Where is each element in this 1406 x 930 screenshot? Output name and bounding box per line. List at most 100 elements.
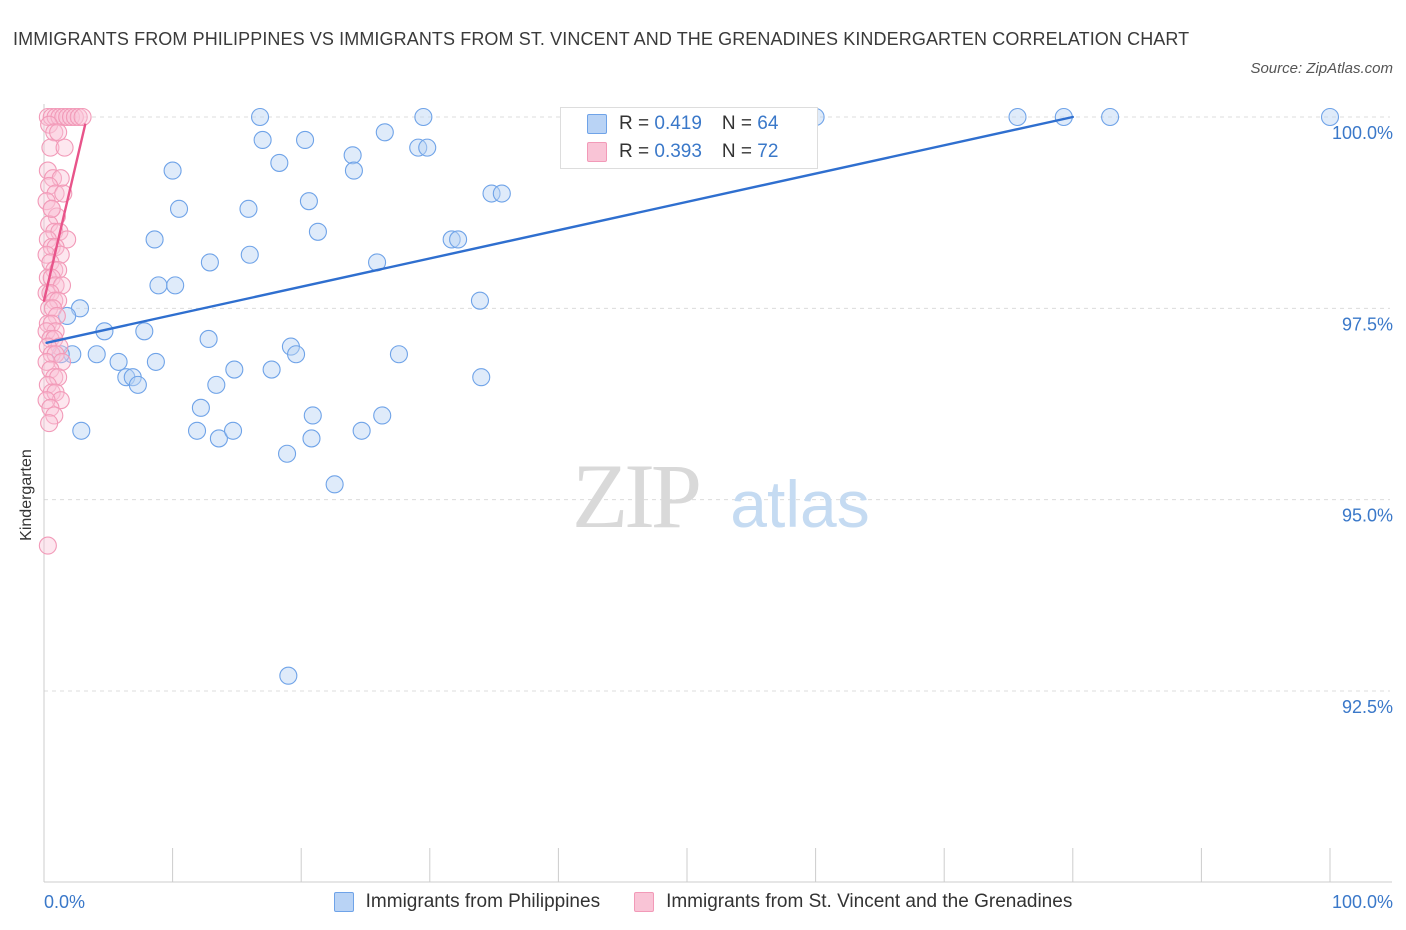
tick-labels: 92.5% 95.0% 97.5% 100.0% 0.0% 100.0%	[44, 123, 1393, 912]
y-tick-label: 97.5%	[1342, 314, 1393, 334]
point-st-vincent	[42, 199, 61, 218]
legend-n-value: 72	[757, 141, 779, 162]
y-tick-label: 100.0%	[1332, 123, 1393, 143]
legend-swatch-st-vincent	[634, 892, 655, 912]
legend-r-value: 0.393	[654, 141, 702, 162]
point-philippines	[299, 192, 318, 211]
point-philippines	[191, 398, 210, 417]
point-philippines	[1320, 107, 1340, 127]
point-philippines	[302, 429, 321, 448]
point-philippines	[240, 245, 259, 264]
point-st-vincent	[49, 123, 68, 142]
point-philippines	[1008, 107, 1027, 127]
point-philippines	[325, 475, 344, 494]
point-st-vincent	[51, 391, 70, 410]
point-philippines	[87, 345, 106, 364]
trend-line-st-vincent	[42, 123, 87, 302]
point-philippines	[163, 161, 182, 180]
point-st-vincent	[49, 368, 68, 387]
point-philippines	[135, 322, 154, 341]
legend-item-st-vincent: Immigrants from St. Vincent and the Gren…	[634, 891, 1072, 913]
legend-row-philippines: R = 0.419 N = 64	[587, 111, 778, 137]
point-st-vincent	[69, 107, 88, 127]
point-philippines	[472, 368, 491, 387]
legend-swatch-philippines	[587, 114, 607, 134]
point-philippines	[145, 230, 164, 249]
point-philippines	[207, 375, 226, 394]
chart-source: Source: ZipAtlas.com	[1250, 60, 1393, 77]
point-philippines	[250, 107, 270, 127]
point-philippines	[169, 199, 189, 218]
watermark-atlas: atlas	[730, 467, 869, 541]
point-philippines	[223, 421, 243, 440]
point-philippines	[200, 253, 219, 272]
legend-label-philippines: Immigrants from Philippines	[365, 891, 601, 912]
point-philippines	[470, 291, 490, 310]
point-philippines	[492, 184, 511, 203]
point-philippines	[279, 666, 298, 685]
point-st-vincent	[49, 261, 68, 280]
point-philippines	[296, 130, 315, 150]
point-philippines	[253, 130, 272, 150]
trend-lines	[42, 115, 1075, 344]
point-philippines	[482, 184, 501, 203]
legend-swatch-philippines	[333, 892, 354, 912]
legend-r-label: R =	[619, 141, 655, 162]
data-points	[37, 107, 1340, 685]
point-philippines	[389, 345, 408, 364]
legend-swatch-st-vincent	[587, 142, 607, 162]
point-philippines	[352, 421, 371, 440]
x-tick-label: 100.0%	[1332, 892, 1393, 912]
point-st-vincent	[41, 138, 60, 157]
series-legend: Immigrants from Philippines Immigrants f…	[0, 889, 1406, 915]
point-philippines	[187, 421, 207, 440]
axes	[43, 104, 1392, 883]
point-philippines	[343, 146, 362, 165]
legend-r-label: R =	[619, 113, 655, 134]
point-philippines	[149, 276, 168, 295]
legend-n-value: 64	[757, 113, 779, 134]
point-philippines	[344, 161, 363, 180]
point-philippines	[262, 360, 281, 379]
point-st-vincent	[40, 176, 59, 195]
point-philippines	[239, 199, 258, 218]
legend-item-philippines: Immigrants from Philippines	[333, 891, 601, 913]
point-philippines	[270, 153, 289, 172]
point-philippines	[287, 345, 306, 364]
y-tick-label: 92.5%	[1342, 697, 1393, 717]
watermark-zip: ZIP	[572, 445, 699, 547]
watermark: ZIP atlas	[572, 445, 870, 547]
point-philippines	[449, 230, 468, 249]
point-st-vincent	[40, 299, 59, 318]
correlation-legend: R = 0.419 N = 64 R = 0.393 N = 72	[560, 107, 818, 169]
y-tick-label: 95.0%	[1342, 506, 1393, 526]
point-st-vincent	[40, 414, 59, 433]
point-philippines	[373, 406, 392, 425]
point-philippines	[278, 444, 297, 463]
point-st-vincent	[55, 138, 74, 157]
point-philippines	[72, 421, 91, 440]
point-philippines	[128, 375, 147, 394]
legend-n-label: N =	[721, 113, 758, 134]
point-philippines	[418, 138, 437, 157]
point-st-vincent	[45, 368, 64, 387]
point-philippines	[58, 306, 77, 326]
x-tick-label: 0.0%	[44, 892, 85, 912]
point-philippines	[109, 352, 128, 371]
point-philippines	[209, 429, 228, 448]
point-st-vincent	[45, 123, 64, 142]
point-st-vincent	[38, 536, 57, 555]
legend-row-st-vincent: R = 0.393 N = 72	[587, 139, 778, 165]
chart-title: IMMIGRANTS FROM PHILIPPINES VS IMMIGRANT…	[13, 29, 1190, 49]
trend-line-philippines	[45, 115, 1075, 344]
point-philippines	[166, 276, 185, 295]
point-st-vincent	[65, 107, 84, 127]
point-st-vincent	[73, 107, 92, 127]
point-philippines	[146, 352, 165, 371]
point-philippines	[375, 123, 394, 142]
point-philippines	[442, 230, 461, 249]
legend-n-label: N =	[721, 141, 758, 162]
point-philippines	[308, 222, 327, 241]
point-philippines	[199, 329, 218, 348]
